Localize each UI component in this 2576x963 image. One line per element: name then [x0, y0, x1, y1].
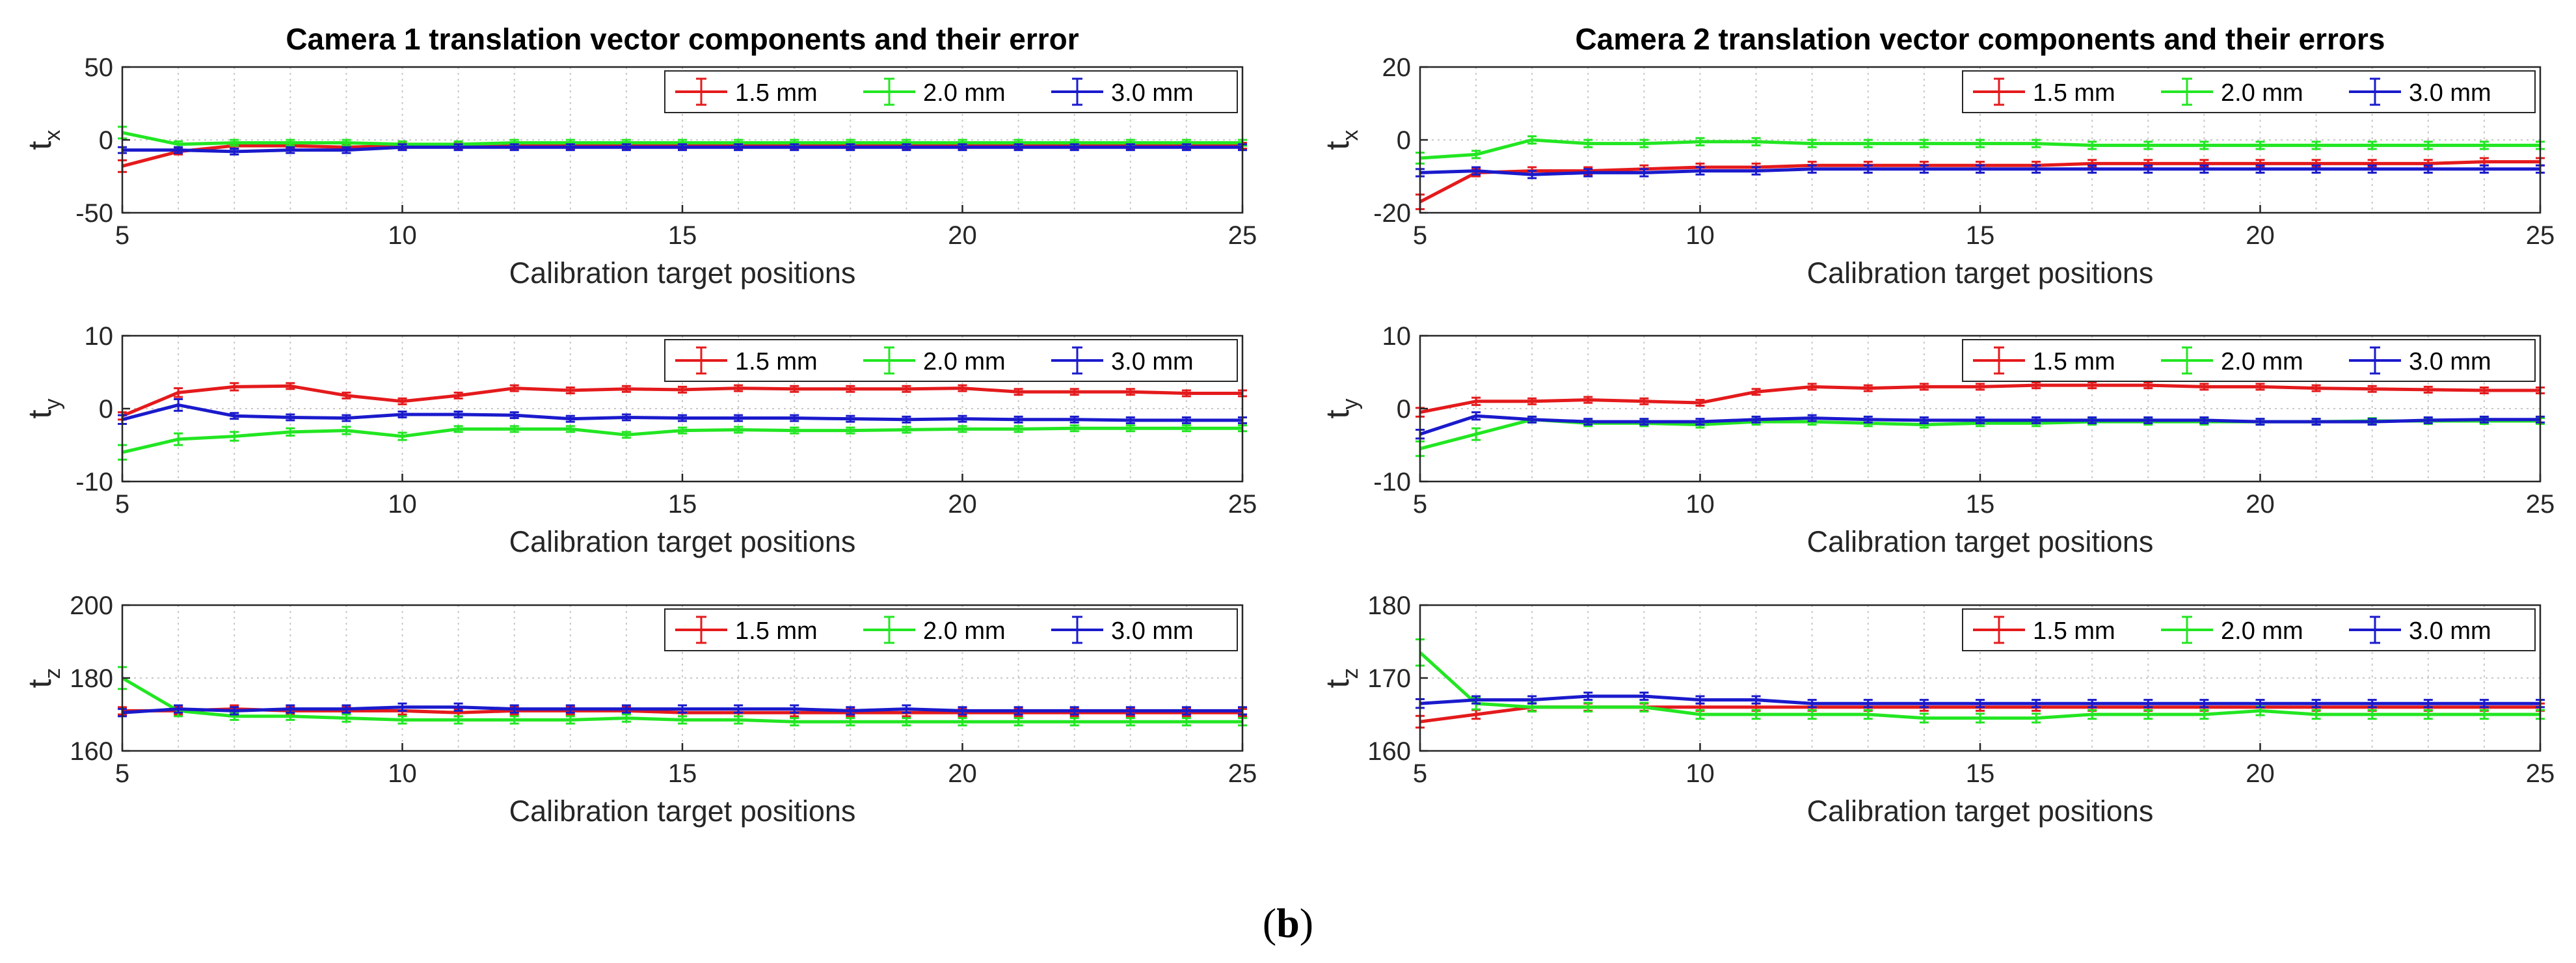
y-axis-label: tz: [21, 668, 65, 688]
x-tick-label: 10: [1685, 759, 1715, 788]
y-tick-label: 200: [70, 591, 113, 620]
x-tick-label: 10: [1685, 490, 1715, 519]
legend-box: [1962, 70, 2536, 113]
x-tick-label: 25: [1228, 759, 1257, 788]
x-axis-label: Calibration target positions: [509, 525, 856, 558]
y-tick-label: -20: [1373, 199, 1411, 228]
legend-label: 2.0 mm: [923, 348, 1006, 375]
legend-label: 3.0 mm: [2409, 348, 2491, 375]
legend-label: 1.5 mm: [735, 617, 818, 645]
legend-label: 1.5 mm: [735, 348, 818, 375]
x-tick-label: 25: [2526, 221, 2555, 250]
y-tick-label: -10: [1373, 468, 1411, 496]
x-tick-label: 10: [388, 490, 417, 519]
x-tick-label: 20: [2246, 759, 2275, 788]
legend-box: [1962, 608, 2536, 651]
legend-label: 2.0 mm: [923, 617, 1006, 645]
y-axis-label: tz: [1319, 668, 1363, 688]
y-axis-label: tx: [21, 130, 65, 150]
x-tick-label: 5: [115, 759, 129, 788]
y-tick-label: 20: [1382, 53, 1412, 82]
x-tick-label: 10: [388, 759, 417, 788]
x-tick-label: 15: [668, 221, 697, 250]
x-tick-label: 15: [1966, 759, 1995, 788]
legend-label: 1.5 mm: [2033, 79, 2115, 107]
x-tick-label: 15: [668, 759, 697, 788]
y-tick-label: 0: [1397, 395, 1411, 424]
y-tick-label: 0: [1397, 126, 1411, 155]
x-tick-label: 20: [948, 759, 977, 788]
x-tick-label: 5: [1413, 759, 1427, 788]
x-tick-label: 25: [2526, 490, 2555, 519]
x-tick-label: 15: [668, 490, 697, 519]
legend-label: 3.0 mm: [2409, 79, 2491, 107]
y-axis-label: ty: [21, 399, 65, 419]
legend-label: 2.0 mm: [2221, 348, 2303, 375]
x-axis-label: Calibration target positions: [509, 794, 856, 828]
legend-label: 3.0 mm: [1111, 348, 1194, 375]
legend-box: [1962, 339, 2536, 382]
chart-title: Camera 1 translation vector components a…: [286, 22, 1079, 56]
x-tick-label: 5: [115, 490, 129, 519]
x-axis-label: Calibration target positions: [1807, 525, 2154, 558]
y-axis-label: ty: [1319, 399, 1363, 419]
x-tick-label: 5: [1413, 221, 1427, 250]
x-tick-label: 20: [948, 221, 977, 250]
x-tick-label: 10: [388, 221, 417, 250]
x-tick-label: 20: [948, 490, 977, 519]
y-tick-label: 10: [85, 322, 114, 351]
legend-label: 3.0 mm: [1111, 79, 1194, 107]
legend-label: 1.5 mm: [735, 79, 818, 107]
legend-box: [664, 339, 1238, 382]
y-tick-label: 160: [70, 737, 113, 766]
x-tick-label: 25: [2526, 759, 2555, 788]
y-axis-label: tx: [1319, 130, 1363, 150]
x-axis-label: Calibration target positions: [1807, 256, 2154, 290]
legend-label: 2.0 mm: [923, 79, 1006, 107]
x-tick-label: 5: [1413, 490, 1427, 519]
y-tick-label: 170: [1367, 664, 1411, 693]
x-tick-label: 20: [2246, 221, 2275, 250]
x-tick-label: 15: [1966, 490, 1995, 519]
x-tick-label: 25: [1228, 221, 1257, 250]
x-tick-label: 5: [115, 221, 129, 250]
y-tick-label: 50: [85, 53, 114, 82]
legend-label: 1.5 mm: [2033, 617, 2115, 645]
y-tick-label: 180: [70, 664, 113, 693]
x-tick-label: 25: [1228, 490, 1257, 519]
y-tick-label: 180: [1367, 591, 1411, 620]
y-tick-label: -50: [75, 199, 113, 228]
x-tick-label: 10: [1685, 221, 1715, 250]
legend-label: 1.5 mm: [2033, 348, 2115, 375]
legend-box: [664, 70, 1238, 113]
chart-title: Camera 2 translation vector components a…: [1576, 22, 2385, 56]
x-axis-label: Calibration target positions: [509, 256, 856, 290]
legend-label: 2.0 mm: [2221, 79, 2303, 107]
x-axis-label: Calibration target positions: [1807, 794, 2154, 828]
legend-box: [664, 608, 1238, 651]
y-tick-label: 0: [99, 126, 113, 155]
y-tick-label: -10: [75, 468, 113, 496]
y-tick-label: 10: [1382, 322, 1412, 351]
x-tick-label: 15: [1966, 221, 1995, 250]
legend-label: 3.0 mm: [1111, 617, 1194, 645]
legend-label: 2.0 mm: [2221, 617, 2303, 645]
x-tick-label: 20: [2246, 490, 2275, 519]
legend-label: 3.0 mm: [2409, 617, 2491, 645]
y-tick-label: 0: [99, 395, 113, 424]
y-tick-label: 160: [1367, 737, 1411, 766]
